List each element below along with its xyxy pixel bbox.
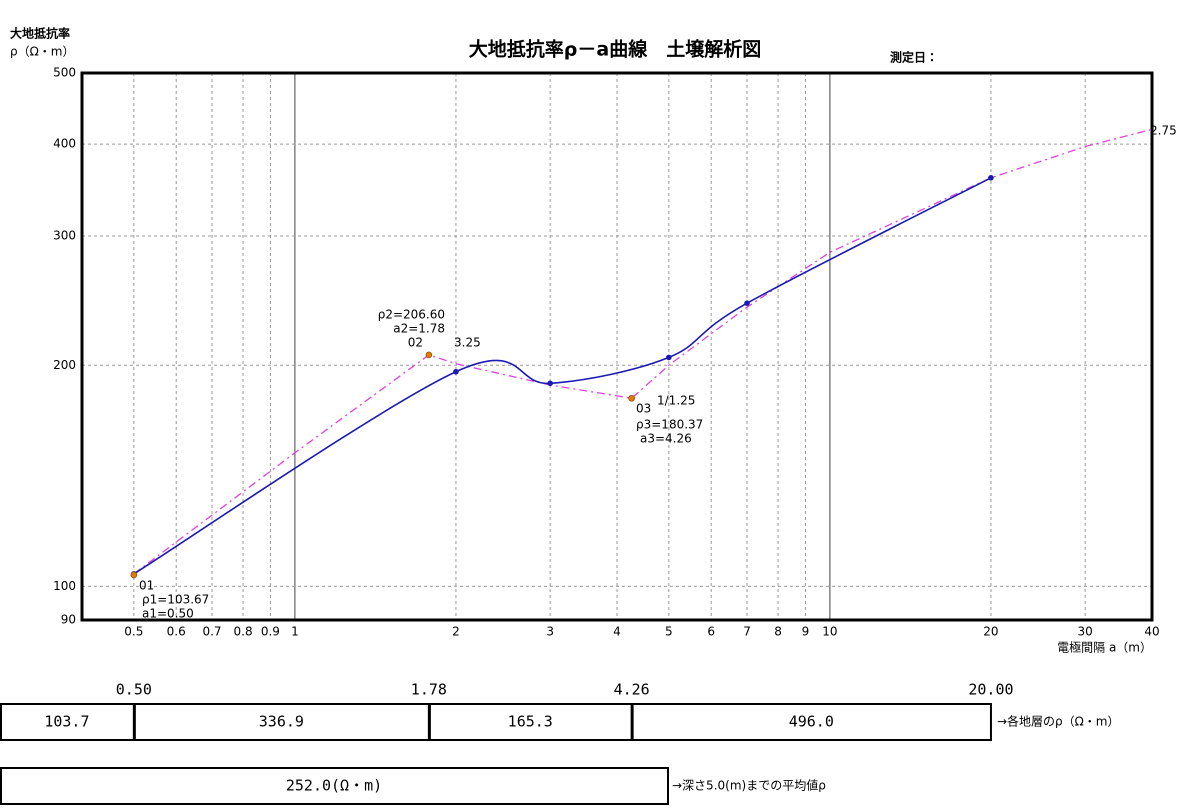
x-tick-label: 1: [291, 625, 299, 639]
x-tick-label: 20: [983, 625, 998, 639]
annotation: ρ3=180.37: [636, 418, 703, 432]
cell-value: 165.3: [508, 713, 553, 731]
boundary-label: 0.50: [116, 681, 152, 699]
x-tick-label: 0.9: [261, 625, 280, 639]
boundary-label: 4.26: [614, 681, 650, 699]
annotation: 02: [408, 336, 423, 350]
x-tick-label: 2: [452, 625, 460, 639]
y-tick-label: 300: [53, 228, 76, 242]
x-tick-label: 0.5: [124, 625, 143, 639]
data-point: [988, 174, 994, 181]
table-cell: [0, 767, 669, 805]
x-tick-label: 5: [665, 625, 673, 639]
x-tick-label: 3: [546, 625, 554, 639]
x-tick-label: 7: [743, 625, 751, 639]
y-tick-label: 400: [53, 137, 76, 151]
cell-value: 252.0(Ω・m): [286, 777, 382, 795]
layer-point: [130, 571, 138, 579]
x-axis-label: 電極間隔 a（m）: [1057, 641, 1152, 655]
annotation: 2.75: [1150, 124, 1177, 138]
data-point: [666, 354, 672, 361]
x-tick-label: 4: [613, 625, 621, 639]
x-tick-label: 0.6: [167, 625, 186, 639]
cell-value: 336.9: [259, 713, 304, 731]
data-point: [547, 380, 553, 387]
y-axis-label: 大地抵抗率: [10, 26, 70, 41]
layer-point: [425, 351, 433, 359]
boundary-label: 1.78: [411, 681, 447, 699]
y-tick-label: 500: [53, 66, 76, 80]
table-label: →深さ5.0(m)までの平均値ρ: [672, 778, 826, 793]
annotation: ρ1=103.67: [142, 593, 209, 607]
y-axis-label: ρ（Ω・m）: [10, 45, 74, 59]
y-tick-label: 90: [61, 613, 76, 627]
annotation: 1/1.25: [657, 394, 695, 408]
x-tick-label: 9: [802, 625, 810, 639]
annotation: a1=0.50: [142, 607, 194, 621]
y-tick-label: 100: [53, 579, 76, 593]
annotation: 03: [636, 402, 651, 416]
plot-frame: [80, 71, 1154, 622]
date-label: 測定日：: [890, 50, 938, 65]
series-line: [133, 177, 992, 575]
annotation: a2=1.78: [393, 322, 445, 336]
annotation: 3.25: [454, 336, 481, 350]
cell-value: 103.7: [44, 713, 89, 731]
x-tick-label: 0.7: [202, 625, 221, 639]
x-tick-label: 0.8: [234, 625, 253, 639]
chart-title: 大地抵抗率ρ－a曲線 土壌解析図: [469, 38, 761, 61]
annotation: a3=4.26: [640, 432, 692, 446]
table-cell: [631, 703, 992, 741]
layer-point: [628, 394, 635, 402]
x-tick-label: 8: [774, 625, 782, 639]
annotation: ρ2=206.60: [378, 308, 445, 322]
data-point: [744, 300, 750, 306]
annotation: 01: [139, 579, 154, 593]
x-tick-label: 30: [1078, 625, 1093, 639]
x-tick-label: 40: [1144, 625, 1159, 639]
x-tick-label: 10: [822, 625, 837, 639]
x-tick-label: 6: [707, 625, 715, 639]
boundary-label: 20.00: [968, 681, 1013, 699]
cell-value: 496.0: [789, 713, 834, 731]
series-line: [133, 128, 1153, 575]
y-tick-label: 200: [53, 358, 76, 372]
table-label: →各地層のρ（Ω・m）: [997, 714, 1120, 729]
data-point: [453, 368, 459, 375]
